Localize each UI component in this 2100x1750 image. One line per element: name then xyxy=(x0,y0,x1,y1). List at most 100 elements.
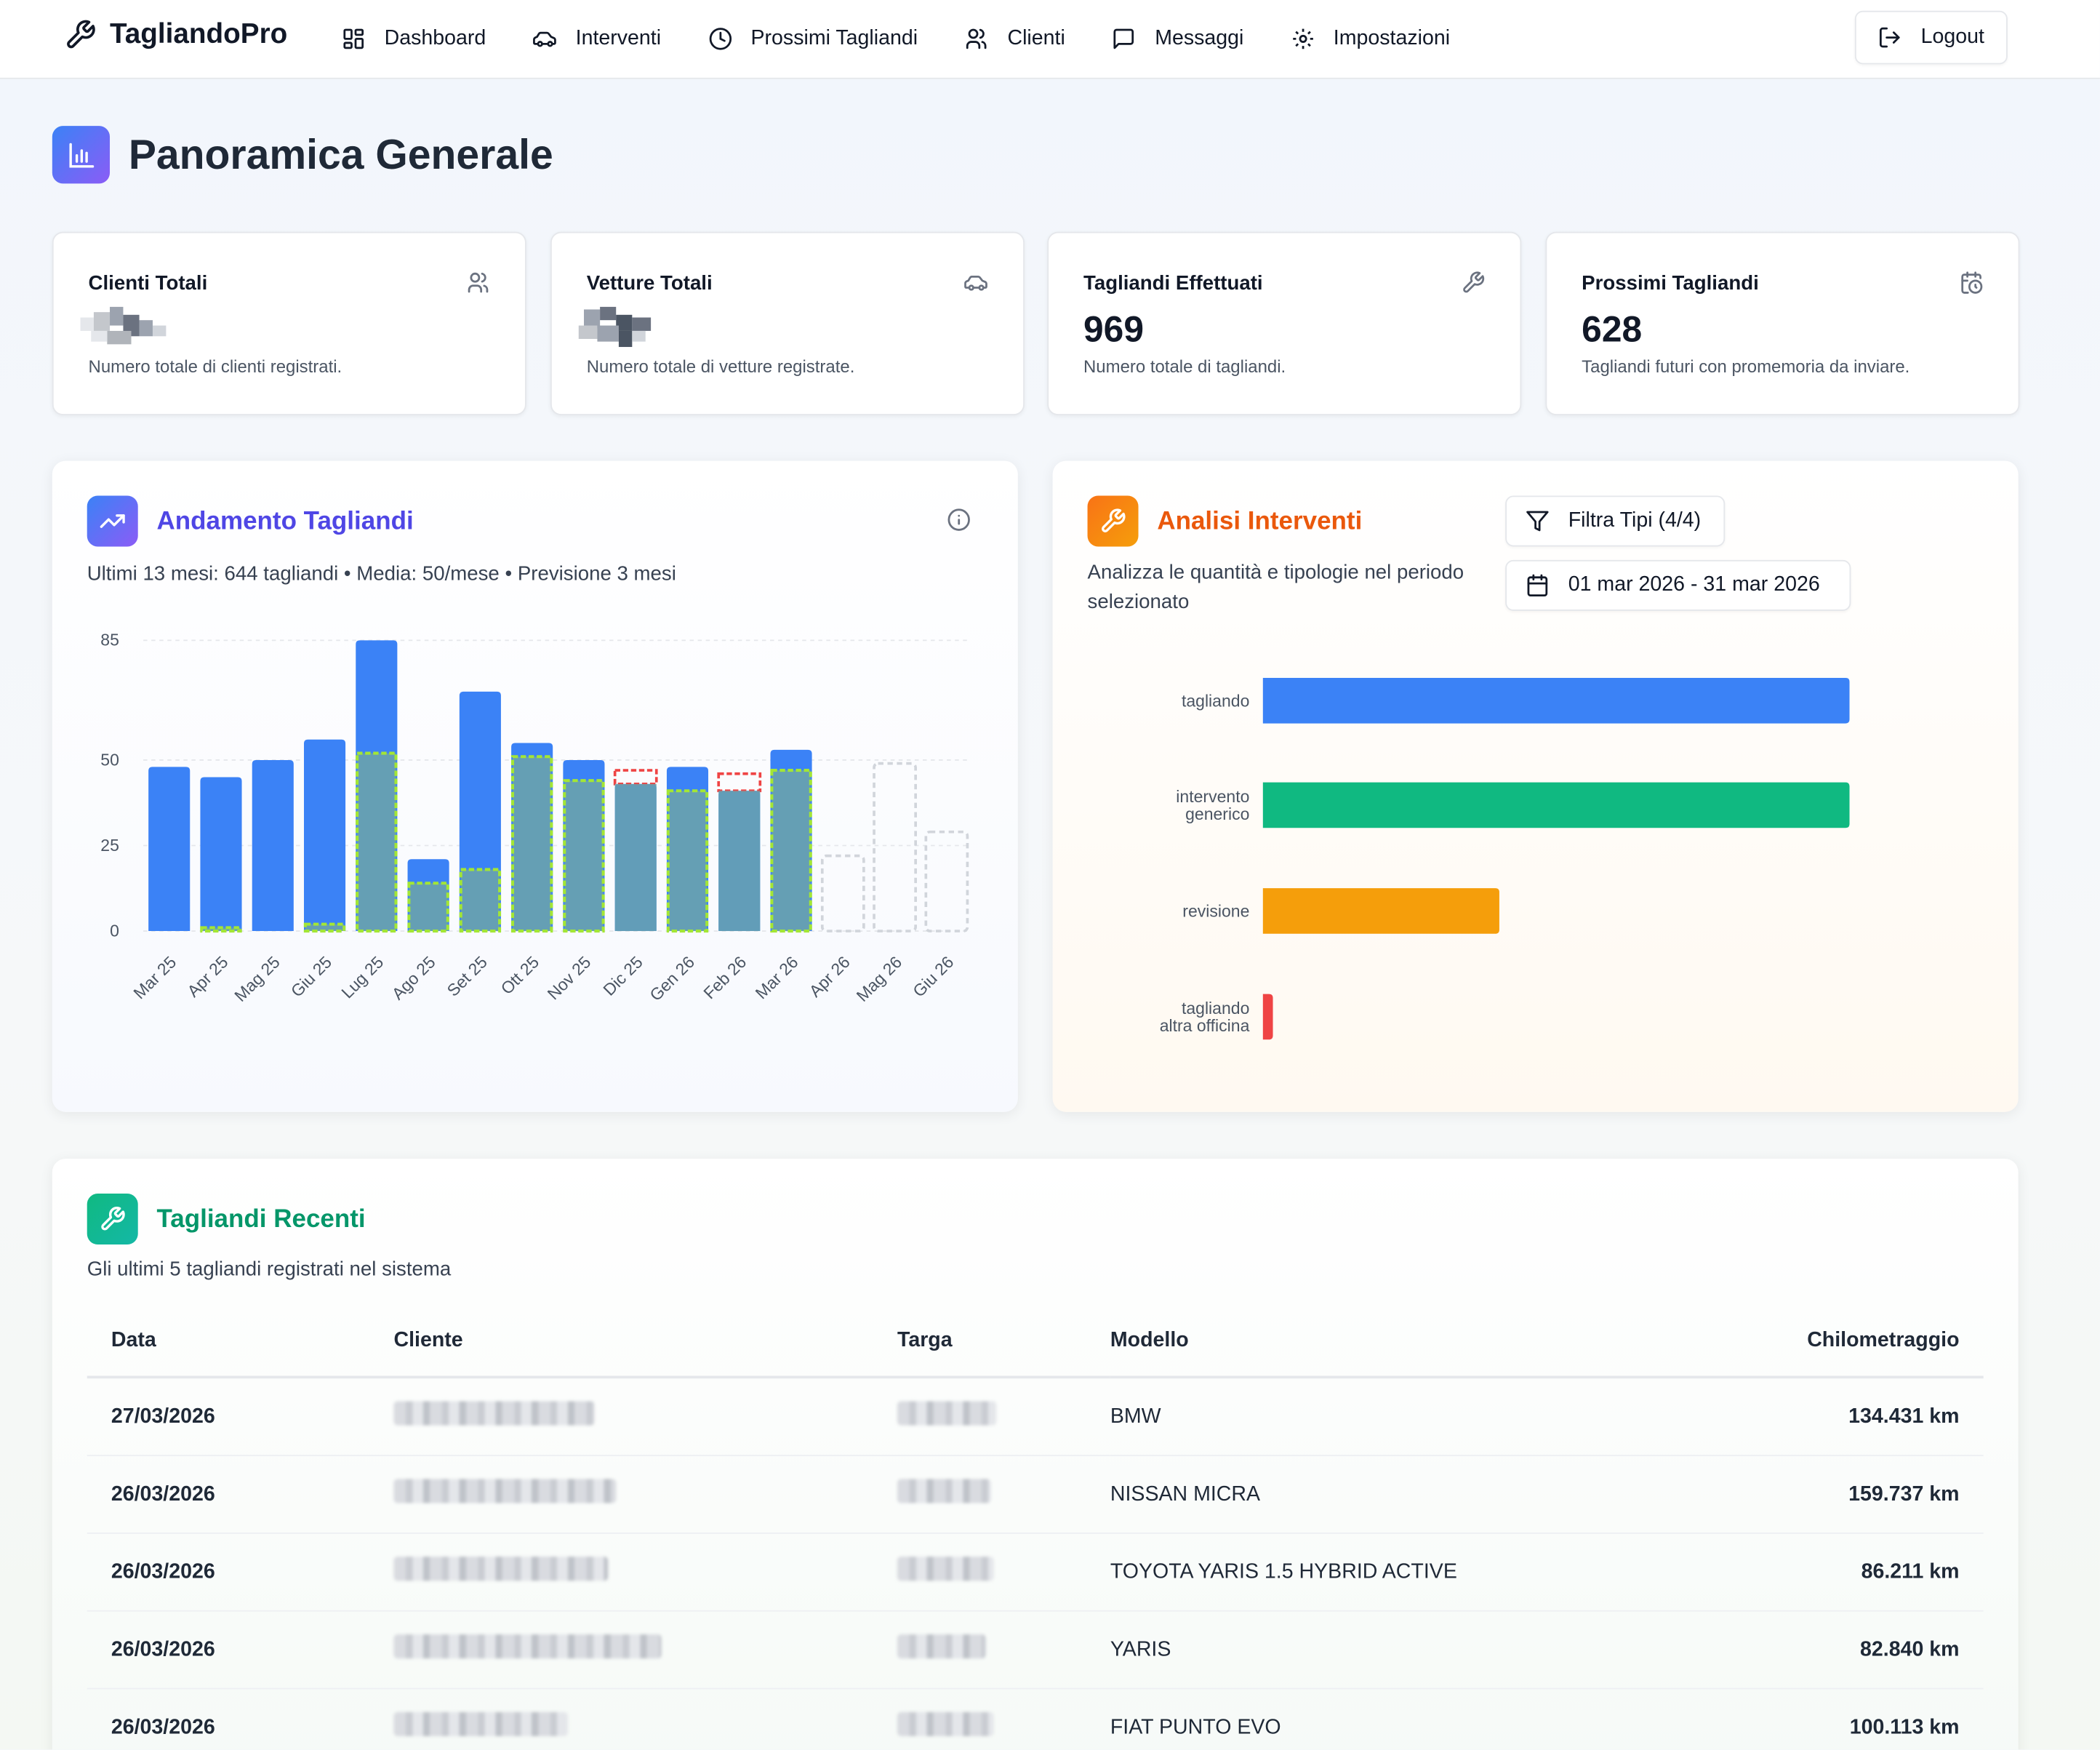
col-data[interactable]: Data xyxy=(87,1306,394,1379)
stat-card-vetture: Vetture Totali Numero totale di vetture … xyxy=(550,231,1025,415)
brand[interactable]: TagliandoPro xyxy=(64,19,287,51)
overlay-bar xyxy=(666,789,709,933)
nav-item-interventi[interactable]: Interventi xyxy=(532,27,661,51)
logout-label: Logout xyxy=(1920,25,1985,49)
x-tick-label: Apr 26 xyxy=(806,952,854,1000)
col-cliente[interactable]: Cliente xyxy=(393,1306,898,1379)
category-label: tagliando xyxy=(1182,999,1249,1018)
trend-card: Andamento Tagliandi Ultimi 13 mesi: 644 … xyxy=(52,460,1018,1112)
y-tick-label: 50 xyxy=(100,750,119,769)
redacted-text xyxy=(897,1557,994,1581)
cell-targa xyxy=(897,1610,1110,1690)
category-label: revisione xyxy=(1182,902,1249,921)
overlay-bar xyxy=(614,783,657,932)
date-range-picker[interactable]: 01 mar 2026 - 31 mar 2026 xyxy=(1505,559,1851,611)
x-tick-label: Set 25 xyxy=(444,952,491,999)
page-title: Panoramica Generale xyxy=(128,130,553,178)
table-row[interactable]: 26/03/2026 YARIS 82.840 km xyxy=(87,1610,1984,1690)
x-tick-label: Apr 25 xyxy=(183,952,231,1000)
info-icon[interactable] xyxy=(947,508,971,532)
table-row[interactable]: 26/03/2026 TOYOTA YARIS 1.5 HYBRID ACTIV… xyxy=(87,1533,1984,1612)
trending-up-icon xyxy=(87,495,138,547)
filter-types-button[interactable]: Filtra Tipi (4/4) xyxy=(1505,495,1726,547)
trend-title: Andamento Tagliandi xyxy=(156,508,414,536)
cell-cliente xyxy=(393,1610,898,1690)
col-chilometraggio[interactable]: Chilometraggio xyxy=(1739,1306,1984,1379)
cell-data: 26/03/2026 xyxy=(87,1688,394,1750)
bar xyxy=(200,777,242,932)
wrench-icon xyxy=(87,1194,138,1245)
nav-item-dashboard[interactable]: Dashboard xyxy=(342,27,486,51)
y-tick-label: 25 xyxy=(100,836,119,855)
forecast-bar xyxy=(820,854,865,932)
clock-icon xyxy=(708,28,732,50)
x-tick-label: Mar 25 xyxy=(129,952,180,1002)
redacted-text xyxy=(393,1479,617,1503)
nav-item-label: Prossimi Tagliandi xyxy=(750,26,918,50)
table-row[interactable]: 26/03/2026 NISSAN MICRA 159.737 km xyxy=(87,1455,1984,1534)
dashboard-grid-icon xyxy=(343,28,364,49)
cell-modello: FIAT PUNTO EVO xyxy=(1110,1688,1740,1750)
cell-modello: NISSAN MICRA xyxy=(1110,1455,1740,1534)
nav-item-label: Dashboard xyxy=(384,26,486,50)
bar xyxy=(1262,994,1273,1040)
bar xyxy=(1262,782,1850,828)
x-tick-label: Mag 25 xyxy=(231,952,284,1005)
table-row[interactable]: 26/03/2026 FIAT PUNTO EVO 100.113 km xyxy=(87,1688,1984,1750)
forecast-bar xyxy=(873,762,917,932)
logout-button[interactable]: Logout xyxy=(1854,10,2008,65)
cell-targa xyxy=(897,1533,1110,1612)
gear-icon xyxy=(1292,28,1313,49)
nav-item-clienti[interactable]: Clienti xyxy=(965,27,1065,51)
redacted-text xyxy=(393,1711,568,1736)
cell-data: 26/03/2026 xyxy=(87,1455,394,1534)
car-icon xyxy=(964,275,987,291)
cell-cliente xyxy=(393,1377,898,1457)
stat-desc: Tagliandi futuri con promemoria da invia… xyxy=(1582,356,1910,377)
stat-desc: Numero totale di vetture registrate. xyxy=(586,356,855,377)
nav-item-prossimi-tagliandi[interactable]: Prossimi Tagliandi xyxy=(708,27,918,51)
x-tick-label: Giu 26 xyxy=(909,952,957,1000)
category-label: intervento xyxy=(1176,787,1249,806)
nav-menu: Dashboard Interventi Prossimi Tagliandi … xyxy=(342,0,1497,78)
nav-item-messaggi[interactable]: Messaggi xyxy=(1112,27,1243,51)
analysis-title: Analisi Interventi xyxy=(1157,508,1363,536)
overlay-bar xyxy=(770,769,812,933)
cell-targa xyxy=(897,1455,1110,1534)
stat-card-prossimi-tagliandi: Prossimi Tagliandi 628 Tagliandi futuri … xyxy=(1545,231,2020,415)
overlay-bar xyxy=(407,882,449,933)
x-tick-label: Dic 25 xyxy=(599,952,646,999)
y-tick-label: 85 xyxy=(100,631,119,650)
overlay-bar xyxy=(356,751,398,933)
col-targa[interactable]: Targa xyxy=(897,1306,1110,1379)
x-tick-label: Ago 25 xyxy=(388,952,439,1003)
stat-desc: Numero totale di clienti registrati. xyxy=(88,356,342,377)
wrench-icon xyxy=(67,20,95,49)
cell-cliente xyxy=(393,1455,898,1534)
cell-targa xyxy=(897,1377,1110,1457)
cell-km: 82.840 km xyxy=(1739,1610,1984,1690)
trend-subtitle: Ultimi 13 mesi: 644 tagliandi • Media: 5… xyxy=(87,562,676,586)
bar xyxy=(1262,888,1499,934)
nav-item-impostazioni[interactable]: Impostazioni xyxy=(1291,27,1450,51)
cell-data: 26/03/2026 xyxy=(87,1610,394,1690)
col-modello[interactable]: Modello xyxy=(1110,1306,1740,1379)
message-icon xyxy=(1114,28,1134,49)
stat-value: 969 xyxy=(1083,309,1145,350)
redacted-text xyxy=(897,1634,986,1659)
x-tick-label: Feb 26 xyxy=(700,952,750,1002)
bar xyxy=(303,739,346,932)
category-label: generico xyxy=(1185,804,1249,823)
table-header-row: Data Cliente Targa Modello Chilometraggi… xyxy=(87,1306,1984,1379)
redacted-value xyxy=(80,306,169,350)
forecast-bar xyxy=(924,830,969,932)
wrench-icon xyxy=(1087,495,1139,547)
recent-title: Tagliandi Recenti xyxy=(156,1205,366,1234)
nav-item-label: Clienti xyxy=(1007,26,1065,50)
recent-table: Data Cliente Targa Modello Chilometraggi… xyxy=(87,1306,1984,1750)
analysis-card: Analisi Interventi Analizza le quantità … xyxy=(1052,460,2019,1112)
table-row[interactable]: 27/03/2026 BMW 134.431 km xyxy=(87,1377,1984,1457)
stat-label: Tagliandi Effettuati xyxy=(1083,271,1263,295)
